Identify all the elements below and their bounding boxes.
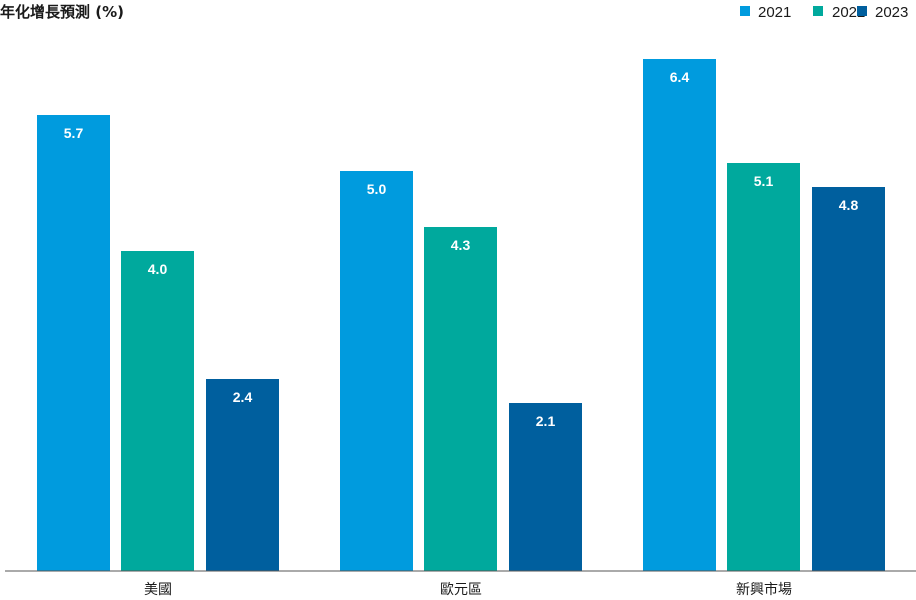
legend: 2021 2022 2023 bbox=[740, 4, 908, 21]
value-label-us-2021: 5.7 bbox=[64, 125, 84, 141]
x-tick-label-eurozone: 歐元區 bbox=[440, 582, 482, 598]
bar-eurozone-2021 bbox=[340, 171, 413, 571]
value-label-emerging-markets-2022: 5.1 bbox=[754, 173, 774, 189]
legend-swatch-2022 bbox=[813, 6, 823, 16]
x-axis-labels: 美國 歐元區 新興市場 bbox=[144, 581, 792, 598]
bar-emerging-markets-2022 bbox=[727, 163, 800, 571]
legend-label-2023: 2023 bbox=[875, 4, 908, 21]
bar-emerging-markets-2021 bbox=[643, 59, 716, 571]
bar-us-2022 bbox=[121, 251, 194, 571]
bar-eurozone-2022 bbox=[424, 227, 497, 571]
value-label-us-2023: 2.4 bbox=[233, 389, 253, 405]
legend-label-2021: 2021 bbox=[758, 4, 791, 21]
chart-title: 年化增長預測 (%) bbox=[0, 3, 124, 21]
value-label-us-2022: 4.0 bbox=[148, 261, 168, 277]
x-tick-label-emerging-markets: 新興市場 bbox=[736, 581, 792, 598]
bar-emerging-markets-2023 bbox=[812, 187, 885, 571]
bar-eurozone-2023 bbox=[509, 403, 582, 571]
legend-swatch-2023 bbox=[857, 6, 867, 16]
bars-group bbox=[37, 59, 885, 571]
value-label-emerging-markets-2023: 4.8 bbox=[839, 197, 859, 213]
bar-us-2023 bbox=[206, 379, 279, 571]
value-labels-group: 5.7 4.0 2.4 5.0 4.3 2.1 6.4 5.1 4.8 bbox=[64, 69, 859, 429]
value-label-eurozone-2023: 2.1 bbox=[536, 413, 556, 429]
value-label-eurozone-2022: 4.3 bbox=[451, 237, 471, 253]
value-label-eurozone-2021: 5.0 bbox=[367, 181, 387, 197]
bar-us-2021 bbox=[37, 115, 110, 571]
legend-swatch-2021 bbox=[740, 6, 750, 16]
x-tick-label-us: 美國 bbox=[144, 582, 172, 598]
value-label-emerging-markets-2021: 6.4 bbox=[670, 69, 690, 85]
